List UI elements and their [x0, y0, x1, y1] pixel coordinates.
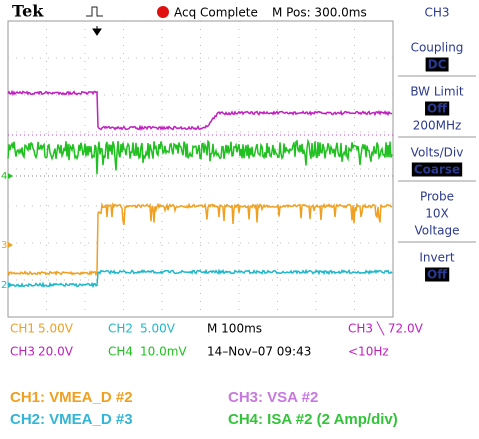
- readout-text: 5.00V: [38, 322, 74, 336]
- run-indicator: [157, 6, 169, 18]
- readout-text: CH1: [10, 322, 35, 336]
- menu-channel: CH3: [424, 6, 449, 20]
- legend-entry: CH2: VMEA_D #3: [10, 411, 133, 428]
- readout-text: 5.00V: [140, 322, 176, 336]
- scope-screenshot: Tek Acq Complete M Pos: 300.0ms CH3 Coup…: [0, 0, 479, 435]
- readout-text: 20.0V: [38, 345, 74, 359]
- acq-status: Acq Complete: [174, 6, 258, 20]
- readout-text: CH3 ╲ 72.0V: [348, 321, 424, 336]
- menu-label: BW Limit: [410, 85, 464, 99]
- legend-entry: CH1: VMEA_D #2: [10, 389, 133, 406]
- menu-label: Coupling: [411, 41, 464, 55]
- menu-value: Off: [427, 102, 447, 116]
- menu-value: DC: [428, 58, 447, 72]
- screen: [0, 0, 479, 370]
- readout-text: CH4: [108, 345, 133, 359]
- menu-label: Volts/Div: [411, 146, 464, 160]
- readout-text: 10.0mV: [140, 345, 187, 359]
- readout-text: CH3: [10, 345, 35, 359]
- menu-label: Probe: [420, 190, 454, 204]
- menu-label: 200MHz: [413, 119, 462, 133]
- channel-marker: 4: [1, 171, 7, 182]
- readout-text: M 100ms: [207, 322, 262, 336]
- legend-entry: CH4: ISA #2 (2 Amp/div): [228, 411, 398, 428]
- readout-text: <10Hz: [348, 345, 389, 359]
- channel-marker: 3: [1, 240, 7, 251]
- channel-marker: 2: [1, 280, 7, 291]
- position: M Pos: 300.0ms: [272, 6, 367, 20]
- menu-label: Invert: [419, 251, 455, 265]
- menu-label: Voltage: [414, 224, 459, 238]
- legend-entry: CH3: VSA #2: [228, 389, 318, 406]
- brand: Tek: [12, 2, 44, 21]
- menu-value: Coarse: [414, 163, 460, 177]
- menu-value: Off: [427, 268, 447, 282]
- readout-text: 14–Nov–07 09:43: [207, 345, 311, 359]
- readout-text: CH2: [108, 322, 133, 336]
- legend: CH1: VMEA_D #2 CH3: VSA #2 CH2: VMEA_D #3 C…: [10, 389, 398, 428]
- menu-label: 10X: [425, 207, 449, 221]
